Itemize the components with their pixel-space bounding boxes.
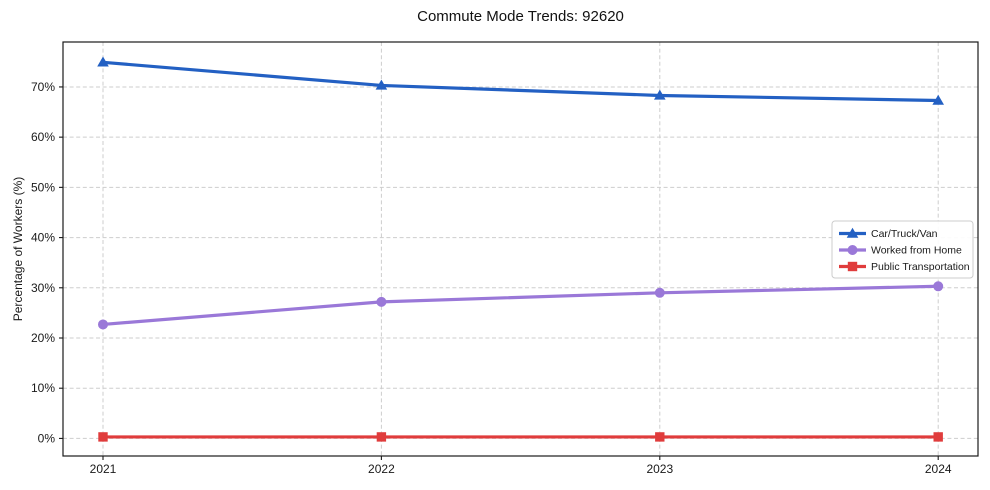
data-point-marker-car-truck-van <box>654 89 666 100</box>
legend-marker-triangle <box>846 227 859 238</box>
data-point-marker-worked-from-home <box>654 287 665 298</box>
data-point-marker-car-truck-van <box>375 79 388 90</box>
y-tick-label: 60% <box>31 130 55 144</box>
legend-marker-square <box>847 261 858 272</box>
data-point-marker-car-truck-van <box>932 94 944 105</box>
y-tick-label: 50% <box>31 180 55 194</box>
y-tick-label: 30% <box>31 281 55 295</box>
plot-border <box>62 41 979 457</box>
x-tick-label: 2023 <box>646 462 673 476</box>
y-tick-label: 20% <box>31 331 55 345</box>
legend-label: Public Transportation <box>871 261 970 273</box>
series-worked-from-home <box>98 281 944 330</box>
series-car-truck-van <box>97 56 944 105</box>
data-point-marker-public-transportation <box>933 432 943 442</box>
chart-title: Commute Mode Trends: 92620 <box>417 8 624 25</box>
y-tick-label: 0% <box>38 431 56 445</box>
y-tick-label: 10% <box>31 381 55 395</box>
data-point-marker-public-transportation <box>376 432 387 442</box>
legend-marker-circle <box>847 245 858 255</box>
series-line-car-truck-van <box>101 60 940 103</box>
x-tick-label: 2022 <box>368 462 395 476</box>
data-point-marker-public-transportation <box>98 432 108 442</box>
series-line-worked-from-home <box>101 284 940 327</box>
legend-item-public-transportation: Public Transportation <box>839 261 970 273</box>
legend-item-worked-from-home: Worked from Home <box>839 245 962 257</box>
legend-item-car-truck-van: Car/Truck/Van <box>839 227 938 240</box>
data-point-marker-public-transportation <box>655 432 665 442</box>
data-point-marker-worked-from-home <box>98 319 108 330</box>
y-tick-label: 70% <box>31 80 55 94</box>
data-point-marker-worked-from-home <box>933 281 944 292</box>
legend-label: Car/Truck/Van <box>871 228 938 240</box>
legend: Car/Truck/Van Worked from Home Public Tran… <box>831 220 974 279</box>
data-point-marker-worked-from-home <box>376 296 387 307</box>
x-tick-label: 2024 <box>925 462 952 476</box>
legend-label: Worked from Home <box>871 245 962 257</box>
x-tick-label: 2021 <box>90 462 117 476</box>
data-point-marker-car-truck-van <box>97 56 109 67</box>
legend-box <box>831 220 974 279</box>
y-tick-label: 40% <box>31 231 55 245</box>
series-public-transportation <box>98 432 943 442</box>
